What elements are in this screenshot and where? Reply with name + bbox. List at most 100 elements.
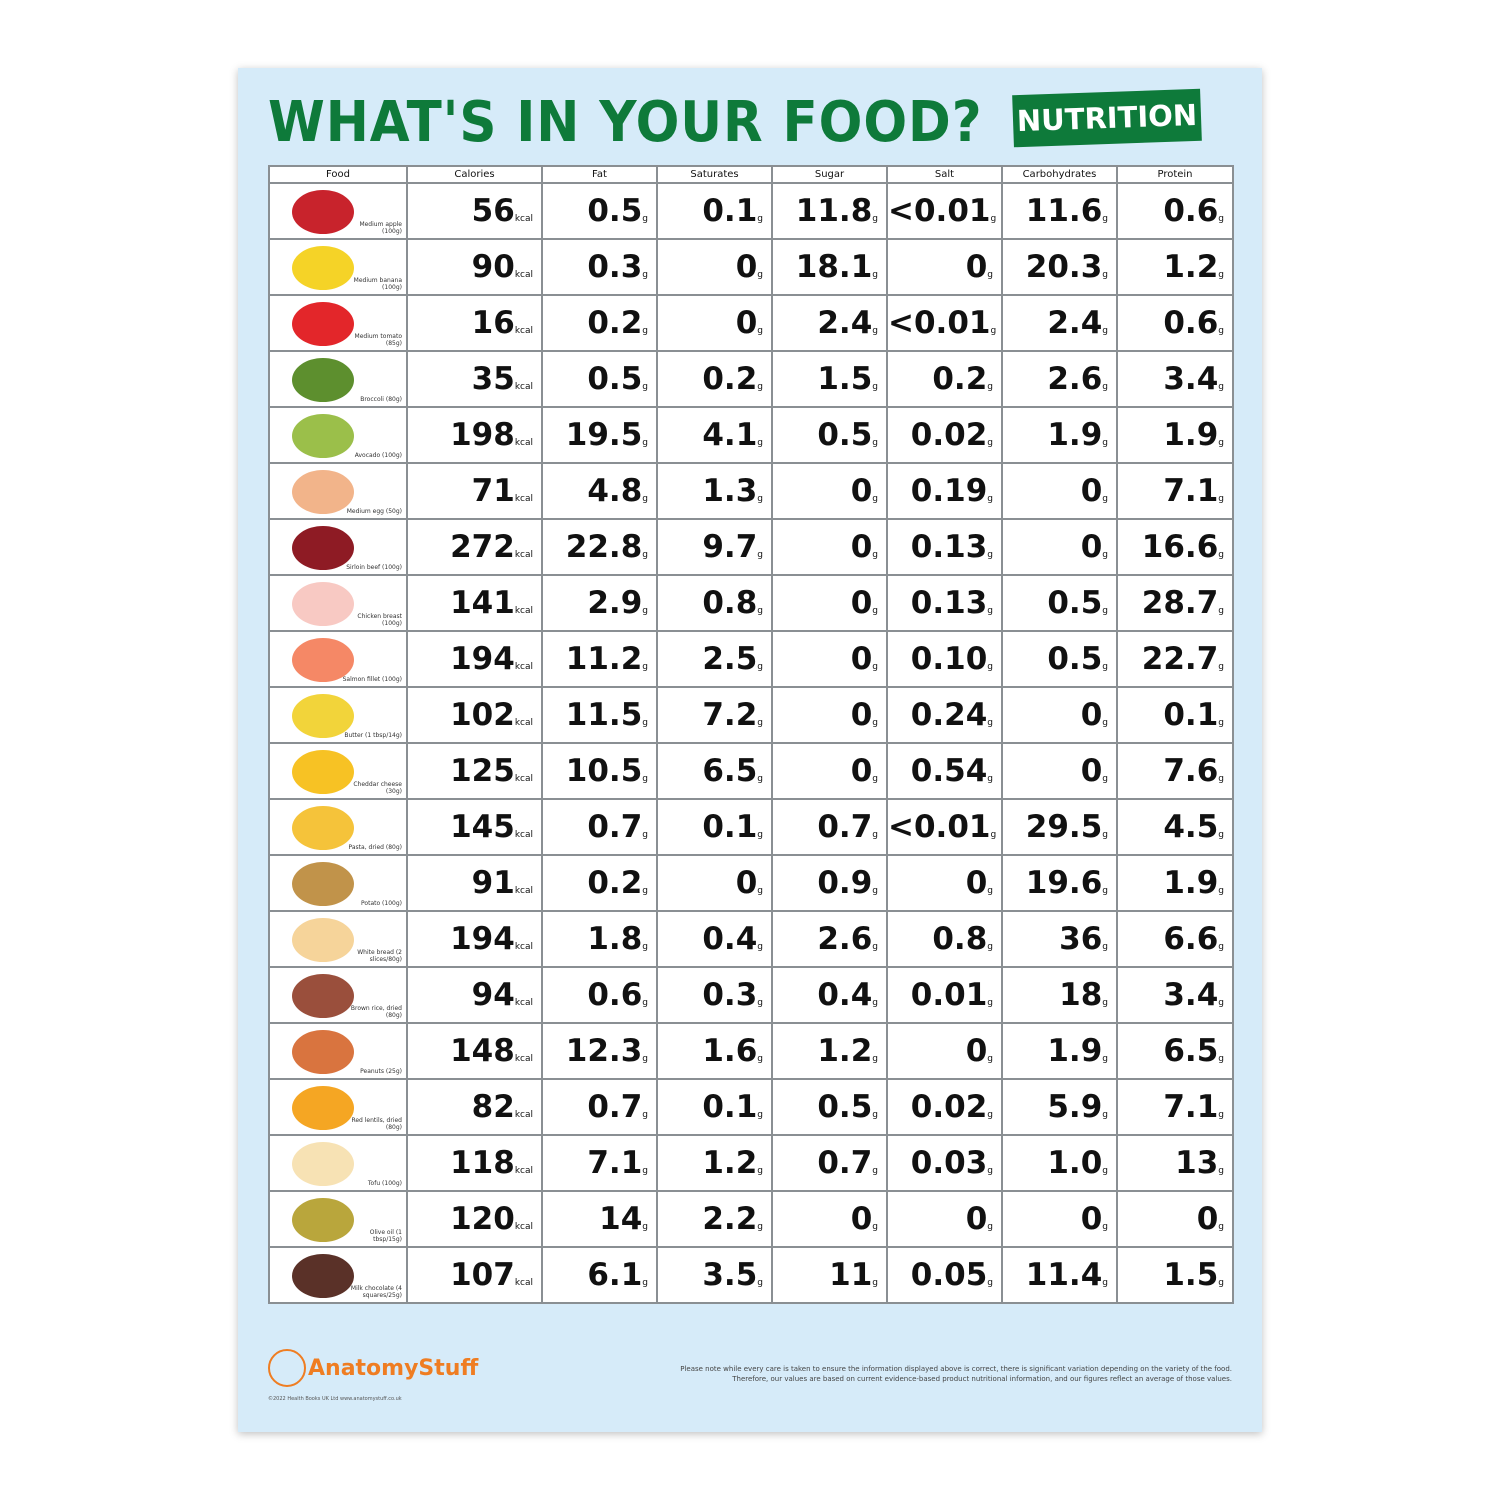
anatomystuff-logo: AnatomyStuff — [268, 1349, 478, 1387]
value-cell-calories: 35kcal — [406, 350, 543, 408]
value: 11.8 — [795, 193, 873, 229]
value-cell-calories: 16kcal — [406, 294, 543, 352]
unit: g — [757, 886, 763, 896]
unit: g — [1102, 830, 1108, 840]
unit: g — [987, 774, 993, 784]
value-cell-protein: 22.7g — [1116, 630, 1234, 688]
broccoli-icon — [292, 358, 354, 402]
value-cell-carbohydrates: 2.4g — [1001, 294, 1118, 352]
value: 0.5 — [817, 417, 873, 453]
value-cell-fat: 0.2g — [541, 294, 658, 352]
value-cell-salt: <0.01g — [886, 182, 1003, 240]
unit: g — [1218, 774, 1224, 784]
column-header: Food — [268, 165, 408, 184]
value: 125 — [450, 753, 515, 789]
value: 6.5 — [702, 753, 758, 789]
lentils-icon — [292, 1086, 354, 1130]
value-cell-carbohydrates: 1.9g — [1001, 406, 1118, 464]
value: 0.1 — [702, 1089, 758, 1125]
food-cell: Brown rice, dried (80g) — [268, 966, 408, 1024]
value-cell-calories: 272kcal — [406, 518, 543, 576]
unit: g — [987, 438, 993, 448]
unit: g — [872, 606, 878, 616]
value: 1.0 — [1047, 1145, 1103, 1181]
value: 0.2 — [932, 361, 988, 397]
value-cell-protein: 13g — [1116, 1134, 1234, 1192]
unit: g — [757, 1278, 763, 1288]
value-cell-calories: 56kcal — [406, 182, 543, 240]
unit: g — [642, 1054, 648, 1064]
value: 1.2 — [702, 1145, 758, 1181]
table-row: Broccoli (80g) 35kcal 0.5g 0.2g 1.5g 0.2g 2.6g… — [268, 350, 1234, 408]
chicken-icon — [292, 582, 354, 626]
unit: g — [1102, 438, 1108, 448]
food-cell: Sirloin beef (100g) — [268, 518, 408, 576]
value-cell-protein: 7.1g — [1116, 462, 1234, 520]
value: 198 — [450, 417, 515, 453]
unit: g — [1102, 662, 1108, 672]
value-cell-salt: 0.13g — [886, 518, 1003, 576]
food-label: Chicken breast (100g) — [357, 613, 402, 627]
food-cell: Milk chocolate (4 squares/25g) — [268, 1246, 408, 1304]
value-cell-saturates: 1.3g — [656, 462, 773, 520]
unit: g — [990, 830, 997, 840]
value: 2.6 — [817, 921, 873, 957]
unit: g — [987, 942, 993, 952]
olive-oil-spoon-icon — [292, 1198, 354, 1242]
unit: g — [990, 326, 997, 336]
unit: g — [642, 998, 648, 1008]
value: 0.7 — [817, 1145, 873, 1181]
unit: kcal — [514, 606, 533, 616]
value-cell-sugar: 0.9g — [771, 854, 888, 912]
value: <0.01 — [888, 809, 991, 845]
value: 22.8 — [565, 529, 643, 565]
value-cell-protein: 0.6g — [1116, 182, 1234, 240]
value: 0.05 — [910, 1257, 988, 1293]
value-cell-salt: 0.54g — [886, 742, 1003, 800]
unit: kcal — [514, 1166, 533, 1176]
value-cell-fat: 0.7g — [541, 798, 658, 856]
value: 29.5 — [1025, 809, 1103, 845]
value-cell-salt: 0g — [886, 1022, 1003, 1080]
unit: g — [642, 494, 648, 504]
value: 4.5 — [1163, 809, 1219, 845]
unit: g — [1218, 1054, 1224, 1064]
food-cell: Red lentils, dried (80g) — [268, 1078, 408, 1136]
unit: kcal — [514, 494, 533, 504]
value-cell-salt: 0.05g — [886, 1246, 1003, 1304]
unit: g — [642, 1166, 648, 1176]
value: 0 — [850, 697, 873, 733]
unit: g — [642, 942, 648, 952]
unit: g — [872, 998, 878, 1008]
value-cell-calories: 71kcal — [406, 462, 543, 520]
unit: g — [1218, 550, 1224, 560]
peanut-icon — [292, 1030, 354, 1074]
unit: g — [642, 438, 648, 448]
value-cell-sugar: 0g — [771, 742, 888, 800]
value-cell-carbohydrates: 18g — [1001, 966, 1118, 1024]
copyright: ©2022 Health Books UK Ltd www.anatomystu… — [268, 1396, 402, 1402]
value: 194 — [450, 641, 515, 677]
unit: g — [872, 1054, 878, 1064]
unit: g — [987, 494, 993, 504]
value-cell-saturates: 0g — [656, 294, 773, 352]
value: 7.6 — [1163, 753, 1219, 789]
value-cell-sugar: 11.8g — [771, 182, 888, 240]
value: 1.5 — [1163, 1257, 1219, 1293]
value-cell-sugar: 0.4g — [771, 966, 888, 1024]
value-cell-carbohydrates: 1.0g — [1001, 1134, 1118, 1192]
value-cell-fat: 4.8g — [541, 462, 658, 520]
logo-text: AnatomyStuff — [308, 1355, 479, 1381]
table-row: Olive oil (1 tbsp/15g) 120kcal 14g 2.2g 0g 0g… — [268, 1190, 1234, 1248]
unit: g — [987, 1222, 993, 1232]
unit: g — [1218, 1278, 1224, 1288]
value: 107 — [450, 1257, 515, 1293]
value-cell-protein: 0g — [1116, 1190, 1234, 1248]
food-cell: Medium apple (100g) — [268, 182, 408, 240]
unit: kcal — [514, 886, 533, 896]
value-cell-protein: 6.6g — [1116, 910, 1234, 968]
nutrition-table: Food Calories Fat Saturates Sugar Salt Carbohy… — [268, 165, 1234, 1304]
value-cell-salt: 0.03g — [886, 1134, 1003, 1192]
unit: g — [757, 382, 763, 392]
unit: g — [642, 886, 648, 896]
